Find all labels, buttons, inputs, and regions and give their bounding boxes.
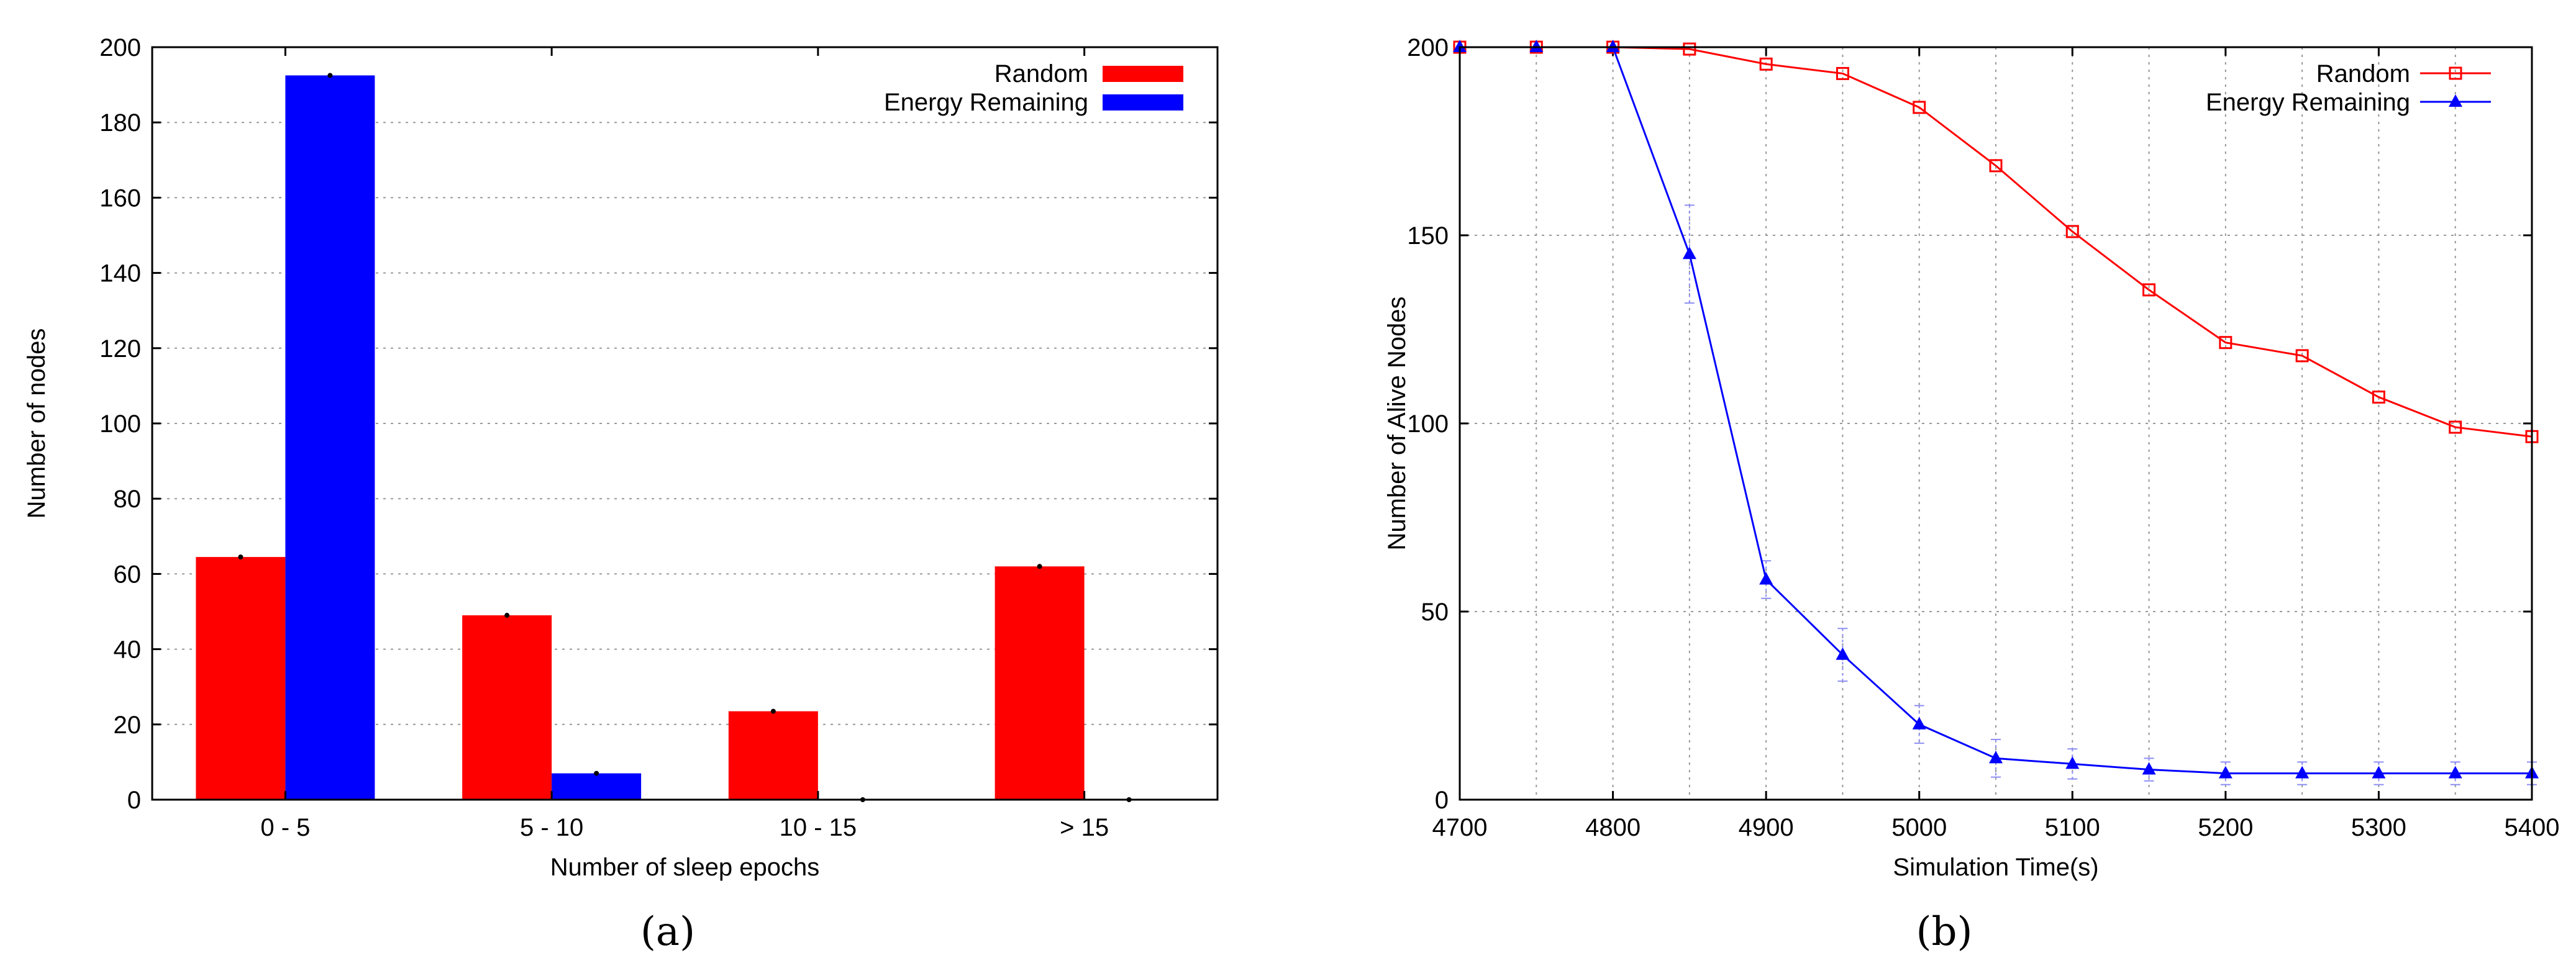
chart-b-point-random-12 xyxy=(2372,391,2385,404)
chart-b-xtick-label: 4800 xyxy=(1585,814,1641,841)
chart-b-point-energy-remaining-5 xyxy=(1836,647,1850,660)
chart-b-point-energy-remaining-10 xyxy=(2218,766,2232,779)
chart-b-plot-frame xyxy=(1459,46,2533,801)
chart-a-ytick-label: 80 xyxy=(114,486,142,513)
chart-a-xtick-label: 5 - 10 xyxy=(520,814,583,841)
chart-b-point-energy-remaining-1 xyxy=(1529,40,1544,52)
chart-b-point-energy-remaining-3 xyxy=(1682,246,1696,260)
chart-b-point-energy-remaining-8 xyxy=(2065,756,2080,769)
chart-b-ytick-label: 150 xyxy=(1407,222,1449,250)
chart-b-line-chart: 0 50 100 150 200 4700 4800 4900 5000 5100 5200 5300… xyxy=(1383,34,2559,881)
chart-a-bar-chart: 0 20 40 60 80 100 120 140 160 180 200 0 - 5 5 - 10 10… xyxy=(23,34,1219,881)
chart-a-ytick-label: 100 xyxy=(99,410,141,438)
chart-a-ytick-label: 40 xyxy=(114,636,142,664)
chart-b-point-random-6 xyxy=(1913,101,1926,114)
chart-b-legend-label-energy-remaining: Energy Remaining xyxy=(2206,89,2410,116)
chart-a-x-axis-label: Number of sleep epochs xyxy=(550,854,820,881)
chart-b-point-random-7 xyxy=(1989,159,2003,173)
chart-b-point-energy-remaining-9 xyxy=(2142,762,2156,775)
chart-a-ytick-label: 0 xyxy=(127,787,141,814)
chart-a-bar-energy-remaining-0 xyxy=(285,75,375,800)
chart-b-series-line-energy-remaining xyxy=(1460,46,2532,775)
chart-b-point-random-8 xyxy=(2065,225,2079,238)
chart-b-point-random-11 xyxy=(2295,349,2309,363)
chart-b-legend-marker-energy-remaining xyxy=(2449,94,2462,107)
chart-a-bar-energy-remaining-1 xyxy=(552,773,642,800)
chart-a-ytick-label: 200 xyxy=(99,34,141,61)
chart-a-y-axis-label: Number of nodes xyxy=(23,328,50,519)
chart-a-xtick-label: > 15 xyxy=(1060,814,1109,841)
chart-b-xtick-label: 4700 xyxy=(1432,814,1488,841)
chart-b-xtick-label: 5200 xyxy=(2198,814,2253,841)
chart-b-legend-marker-random xyxy=(2449,66,2462,80)
chart-a-errorbar-random-2 xyxy=(770,708,776,714)
chart-a-errorbar-random-3 xyxy=(1037,564,1042,569)
chart-b-point-random-10 xyxy=(2219,336,2232,350)
chart-b-point-random-4 xyxy=(1759,57,1773,71)
chart-a-ytick-label: 160 xyxy=(99,184,141,212)
chart-b-point-random-9 xyxy=(2142,283,2156,297)
chart-b-xtick-label: 5000 xyxy=(1891,814,1947,841)
chart-b-point-energy-remaining-6 xyxy=(1912,716,1926,730)
chart-a-plot-frame xyxy=(151,46,1219,801)
chart-b-point-energy-remaining-13 xyxy=(2448,766,2462,779)
chart-a-bar-random-1 xyxy=(462,615,552,800)
chart-a-legend-label-random: Random xyxy=(994,60,1088,88)
chart-b-xtick-label: 5100 xyxy=(2045,814,2100,841)
chart-b-point-energy-remaining-4 xyxy=(1759,572,1773,585)
chart-b-legend-label-random: Random xyxy=(2316,60,2410,88)
chart-b-point-energy-remaining-11 xyxy=(2295,766,2310,779)
chart-a-ytick-label: 120 xyxy=(99,335,141,363)
chart-a-legend-swatch-random xyxy=(1103,66,1183,82)
chart-a-xtick-label: 0 - 5 xyxy=(260,814,310,841)
chart-b-point-energy-remaining-2 xyxy=(1606,40,1620,52)
chart-a-bar-random-2 xyxy=(728,711,818,800)
chart-a-ytick-label: 140 xyxy=(99,260,141,287)
chart-b-ytick-label: 200 xyxy=(1407,34,1449,61)
chart-a-ytick-label: 180 xyxy=(99,109,141,137)
caption-a: (a) xyxy=(640,909,695,955)
chart-a-legend-label-energy-remaining: Energy Remaining xyxy=(884,89,1088,116)
chart-a-ytick-label: 60 xyxy=(114,561,142,588)
caption-b: (b) xyxy=(1916,909,1973,955)
chart-a-errorbar-energy-remaining-1 xyxy=(594,770,599,776)
chart-b-point-random-13 xyxy=(2449,420,2462,434)
chart-b-ytick-label: 0 xyxy=(1435,787,1449,814)
chart-b-point-energy-remaining-0 xyxy=(1453,40,1467,52)
chart-a-ytick-label: 20 xyxy=(114,712,142,739)
chart-b-point-energy-remaining-12 xyxy=(2372,766,2386,779)
chart-a-xtick-label: 10 - 15 xyxy=(780,814,857,841)
chart-b-point-random-5 xyxy=(1836,66,1849,80)
chart-b-y-axis-label: Number of Alive Nodes xyxy=(1383,296,1411,550)
chart-a-legend-swatch-energy-remaining xyxy=(1103,94,1183,111)
chart-b-xtick-label: 5400 xyxy=(2505,814,2560,841)
chart-b-xtick-label: 5300 xyxy=(2351,814,2406,841)
chart-a-bar-random-0 xyxy=(196,557,286,800)
chart-a-errorbar-random-1 xyxy=(504,613,510,618)
chart-b-xtick-label: 4900 xyxy=(1739,814,1794,841)
chart-b-ytick-label: 50 xyxy=(1421,599,1449,626)
chart-b-ytick-label: 100 xyxy=(1407,410,1449,438)
chart-a-bar-random-3 xyxy=(994,566,1085,800)
chart-a-errorbar-random-0 xyxy=(238,554,243,560)
chart-b-point-random-3 xyxy=(1683,42,1696,56)
chart-b-point-energy-remaining-7 xyxy=(1989,751,2003,764)
chart-b-x-axis-label: Simulation Time(s) xyxy=(1893,854,2098,881)
chart-a-errorbar-energy-remaining-0 xyxy=(327,73,333,78)
